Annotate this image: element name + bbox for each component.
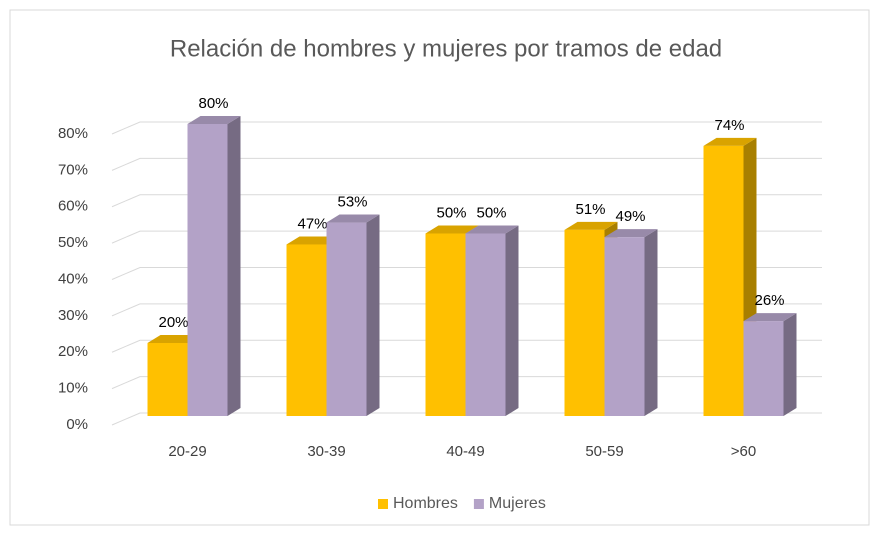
y-tick-label: 80% (58, 125, 88, 142)
grid-line (111, 157, 822, 171)
data-label: 49% (615, 208, 645, 225)
bar (147, 343, 188, 416)
bar (604, 237, 645, 416)
y-tick-label: 30% (58, 307, 88, 324)
x-tick-label: 20-29 (168, 443, 206, 460)
bar (564, 229, 605, 416)
bar-side (227, 116, 241, 416)
bar-top (604, 229, 658, 238)
data-label: 20% (158, 314, 188, 331)
bar (425, 233, 466, 416)
data-label: 53% (337, 194, 367, 211)
grid-line (111, 121, 822, 135)
data-label: 80% (198, 95, 228, 112)
x-tick-label: 40-49 (446, 443, 484, 460)
y-tick-label: 10% (58, 380, 88, 397)
bar-side (366, 214, 380, 416)
bar-top (564, 221, 618, 230)
data-label: 74% (714, 117, 744, 134)
bar-side (783, 313, 797, 416)
y-tick-label: 40% (58, 270, 88, 287)
y-tick-label: 50% (58, 234, 88, 251)
y-tick-label: 0% (66, 416, 88, 433)
bar-top (743, 313, 797, 322)
bar-side (644, 229, 658, 416)
bar (286, 244, 327, 416)
x-tick-label: 50-59 (585, 443, 623, 460)
bar (465, 233, 506, 416)
bar (703, 145, 744, 416)
y-tick-label: 70% (58, 161, 88, 178)
bar-top (703, 137, 757, 146)
bar-top (425, 225, 479, 234)
bar-top (286, 236, 340, 245)
bar-top (326, 214, 380, 223)
legend-swatch (378, 499, 388, 509)
grid-line (111, 194, 822, 208)
legend-swatch (473, 499, 484, 509)
data-label: 50% (436, 204, 466, 221)
x-tick-label: 30-39 (307, 443, 345, 460)
y-tick-label: 60% (58, 198, 88, 215)
bar (187, 124, 228, 416)
bar-top (187, 116, 241, 124)
legend-label: Hombres (393, 495, 458, 512)
x-tick-label: >60 (731, 443, 756, 460)
data-label: 50% (476, 204, 506, 221)
data-label: 47% (297, 215, 327, 232)
data-label: 26% (754, 292, 784, 309)
y-tick-label: 20% (58, 343, 88, 360)
chart-title: Relación de hombres y mujeres por tramos… (170, 35, 722, 62)
legend-label: Mujeres (489, 495, 546, 512)
bar (326, 222, 367, 416)
bar-top (465, 225, 519, 234)
data-label: 51% (575, 201, 605, 218)
bar (743, 321, 784, 416)
bar-side (505, 225, 519, 416)
bar-top (147, 335, 201, 343)
